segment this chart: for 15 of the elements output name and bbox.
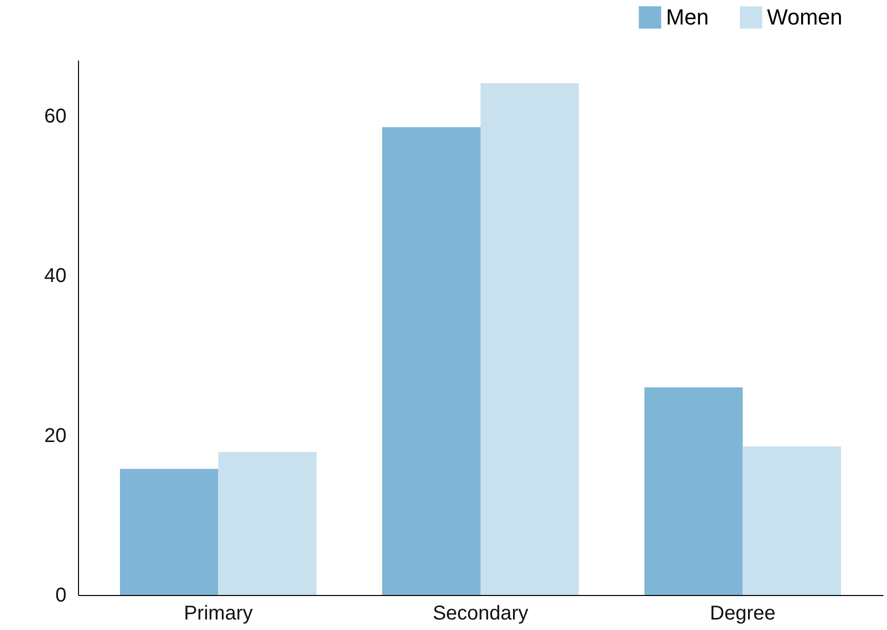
- y-tick-label: 40: [44, 265, 66, 288]
- bar: [480, 83, 579, 595]
- bar: [742, 446, 842, 595]
- legend-label: Women: [767, 4, 842, 30]
- legend-label: Men: [666, 4, 709, 30]
- bar: [382, 127, 480, 595]
- x-tick-label: Secondary: [432, 602, 528, 624]
- y-tick-label: 0: [55, 584, 66, 606]
- x-tick-label: Primary: [184, 602, 253, 624]
- y-tick-label: 60: [44, 105, 66, 128]
- bar: [644, 387, 743, 595]
- bar: [218, 452, 317, 595]
- x-tick-label: Degree: [710, 602, 776, 624]
- y-tick-label: 20: [44, 424, 66, 447]
- bar: [120, 468, 218, 595]
